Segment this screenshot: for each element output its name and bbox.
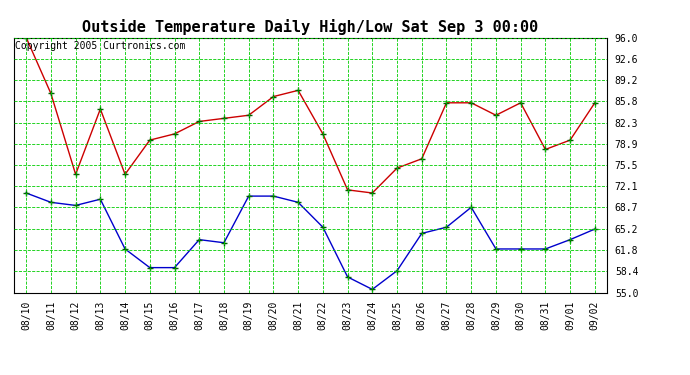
- Text: Copyright 2005 Curtronics.com: Copyright 2005 Curtronics.com: [15, 41, 186, 51]
- Title: Outside Temperature Daily High/Low Sat Sep 3 00:00: Outside Temperature Daily High/Low Sat S…: [82, 19, 539, 35]
